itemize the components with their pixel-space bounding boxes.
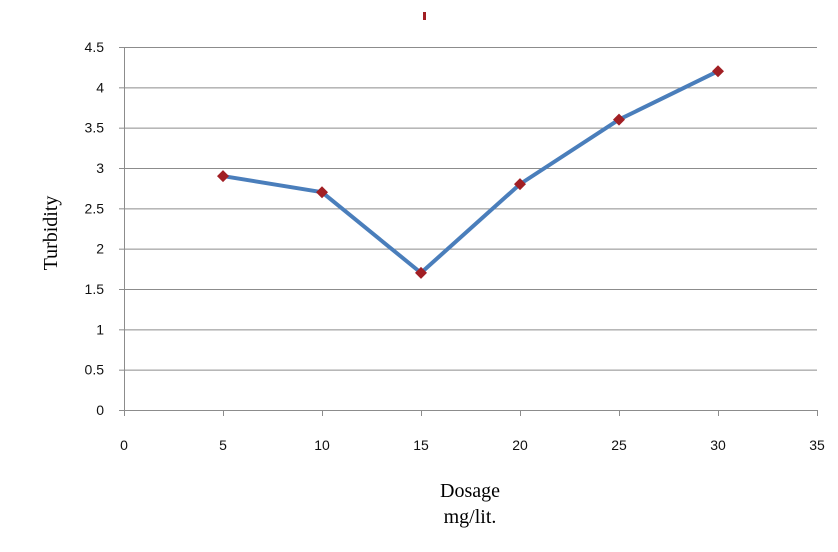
axes bbox=[119, 47, 818, 416]
y-tick-label: 1.5 bbox=[85, 281, 105, 297]
data-point-marker bbox=[316, 186, 328, 199]
y-tick-label: 3 bbox=[96, 160, 104, 176]
y-tick-label: 2 bbox=[96, 241, 104, 257]
x-tick-label: 30 bbox=[710, 437, 726, 453]
x-tick-label: 0 bbox=[120, 437, 128, 453]
series-line bbox=[221, 69, 720, 275]
data-point-marker bbox=[217, 170, 229, 183]
y-tick-label: 1 bbox=[96, 321, 104, 337]
y-tick-labels: 0 0.5 1 1.5 2 2.5 3 3.5 4 4.5 bbox=[85, 39, 105, 418]
y-axis-title: Turbidity bbox=[40, 196, 62, 271]
x-tick-label: 35 bbox=[809, 437, 825, 453]
x-tick-label: 5 bbox=[219, 437, 227, 453]
x-axis-unit: mg/lit. bbox=[444, 506, 497, 528]
y-tick-label: 4 bbox=[96, 79, 104, 95]
gridlines bbox=[124, 47, 817, 371]
y-tick-label: 0.5 bbox=[85, 362, 105, 378]
x-tick-label: 25 bbox=[611, 437, 627, 453]
chart-title-fragment bbox=[423, 12, 426, 20]
x-tick-labels: 0 5 10 15 20 25 30 35 bbox=[120, 437, 825, 453]
y-tick-label: 0 bbox=[96, 402, 104, 418]
x-axis-title: Dosage bbox=[440, 480, 500, 502]
data-point-marker bbox=[712, 65, 724, 78]
data-point-marker bbox=[415, 266, 427, 279]
x-tick-label: 10 bbox=[314, 437, 330, 453]
series-layer bbox=[217, 65, 724, 279]
x-tick-label: 20 bbox=[512, 437, 528, 453]
data-point-marker bbox=[514, 178, 526, 191]
x-tick-label: 15 bbox=[413, 437, 429, 453]
data-point-marker bbox=[613, 113, 625, 126]
y-tick-label: 2.5 bbox=[85, 200, 105, 216]
y-tick-label: 3.5 bbox=[85, 120, 105, 136]
y-tick-label: 4.5 bbox=[85, 39, 105, 55]
